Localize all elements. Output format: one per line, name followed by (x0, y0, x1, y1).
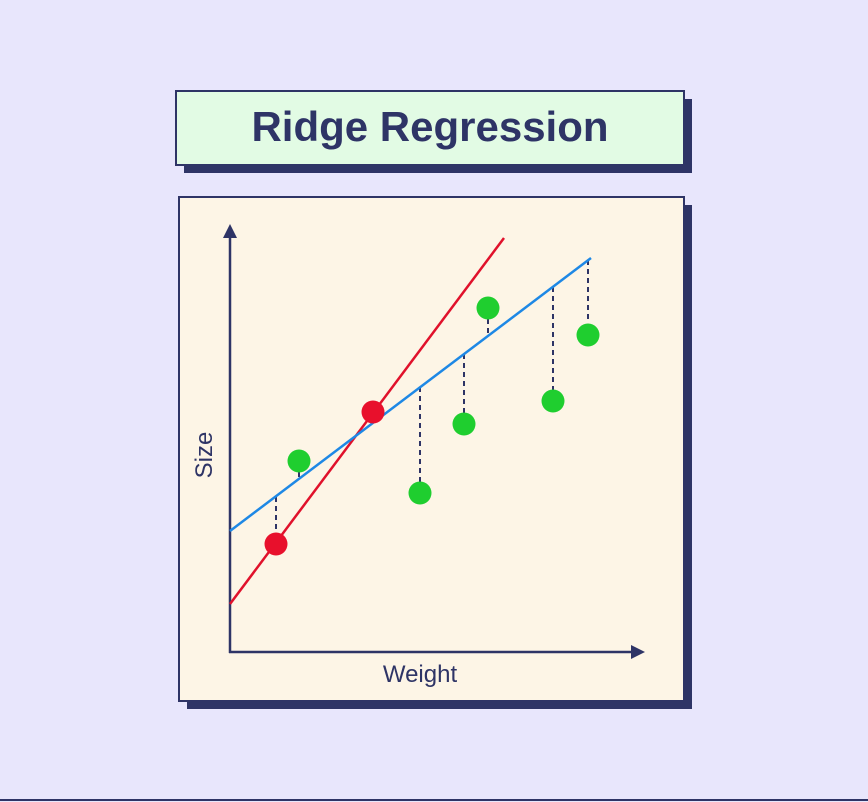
title-box (175, 90, 685, 166)
y-axis-label: Size (191, 432, 218, 479)
x-arrow (631, 645, 645, 659)
point (361, 400, 385, 424)
panel (178, 196, 685, 702)
x-axis-label: Weight (383, 661, 458, 688)
point (476, 296, 500, 320)
ridge-line (229, 257, 592, 532)
title: Ridge Regression (251, 103, 608, 150)
point (408, 481, 432, 505)
residuals (275, 260, 589, 533)
point (287, 449, 311, 473)
point (576, 323, 600, 347)
point (264, 532, 288, 556)
point (452, 412, 476, 436)
training-points (264, 400, 385, 556)
y-arrow (223, 224, 237, 238)
test-points (287, 296, 600, 505)
point (541, 389, 565, 413)
